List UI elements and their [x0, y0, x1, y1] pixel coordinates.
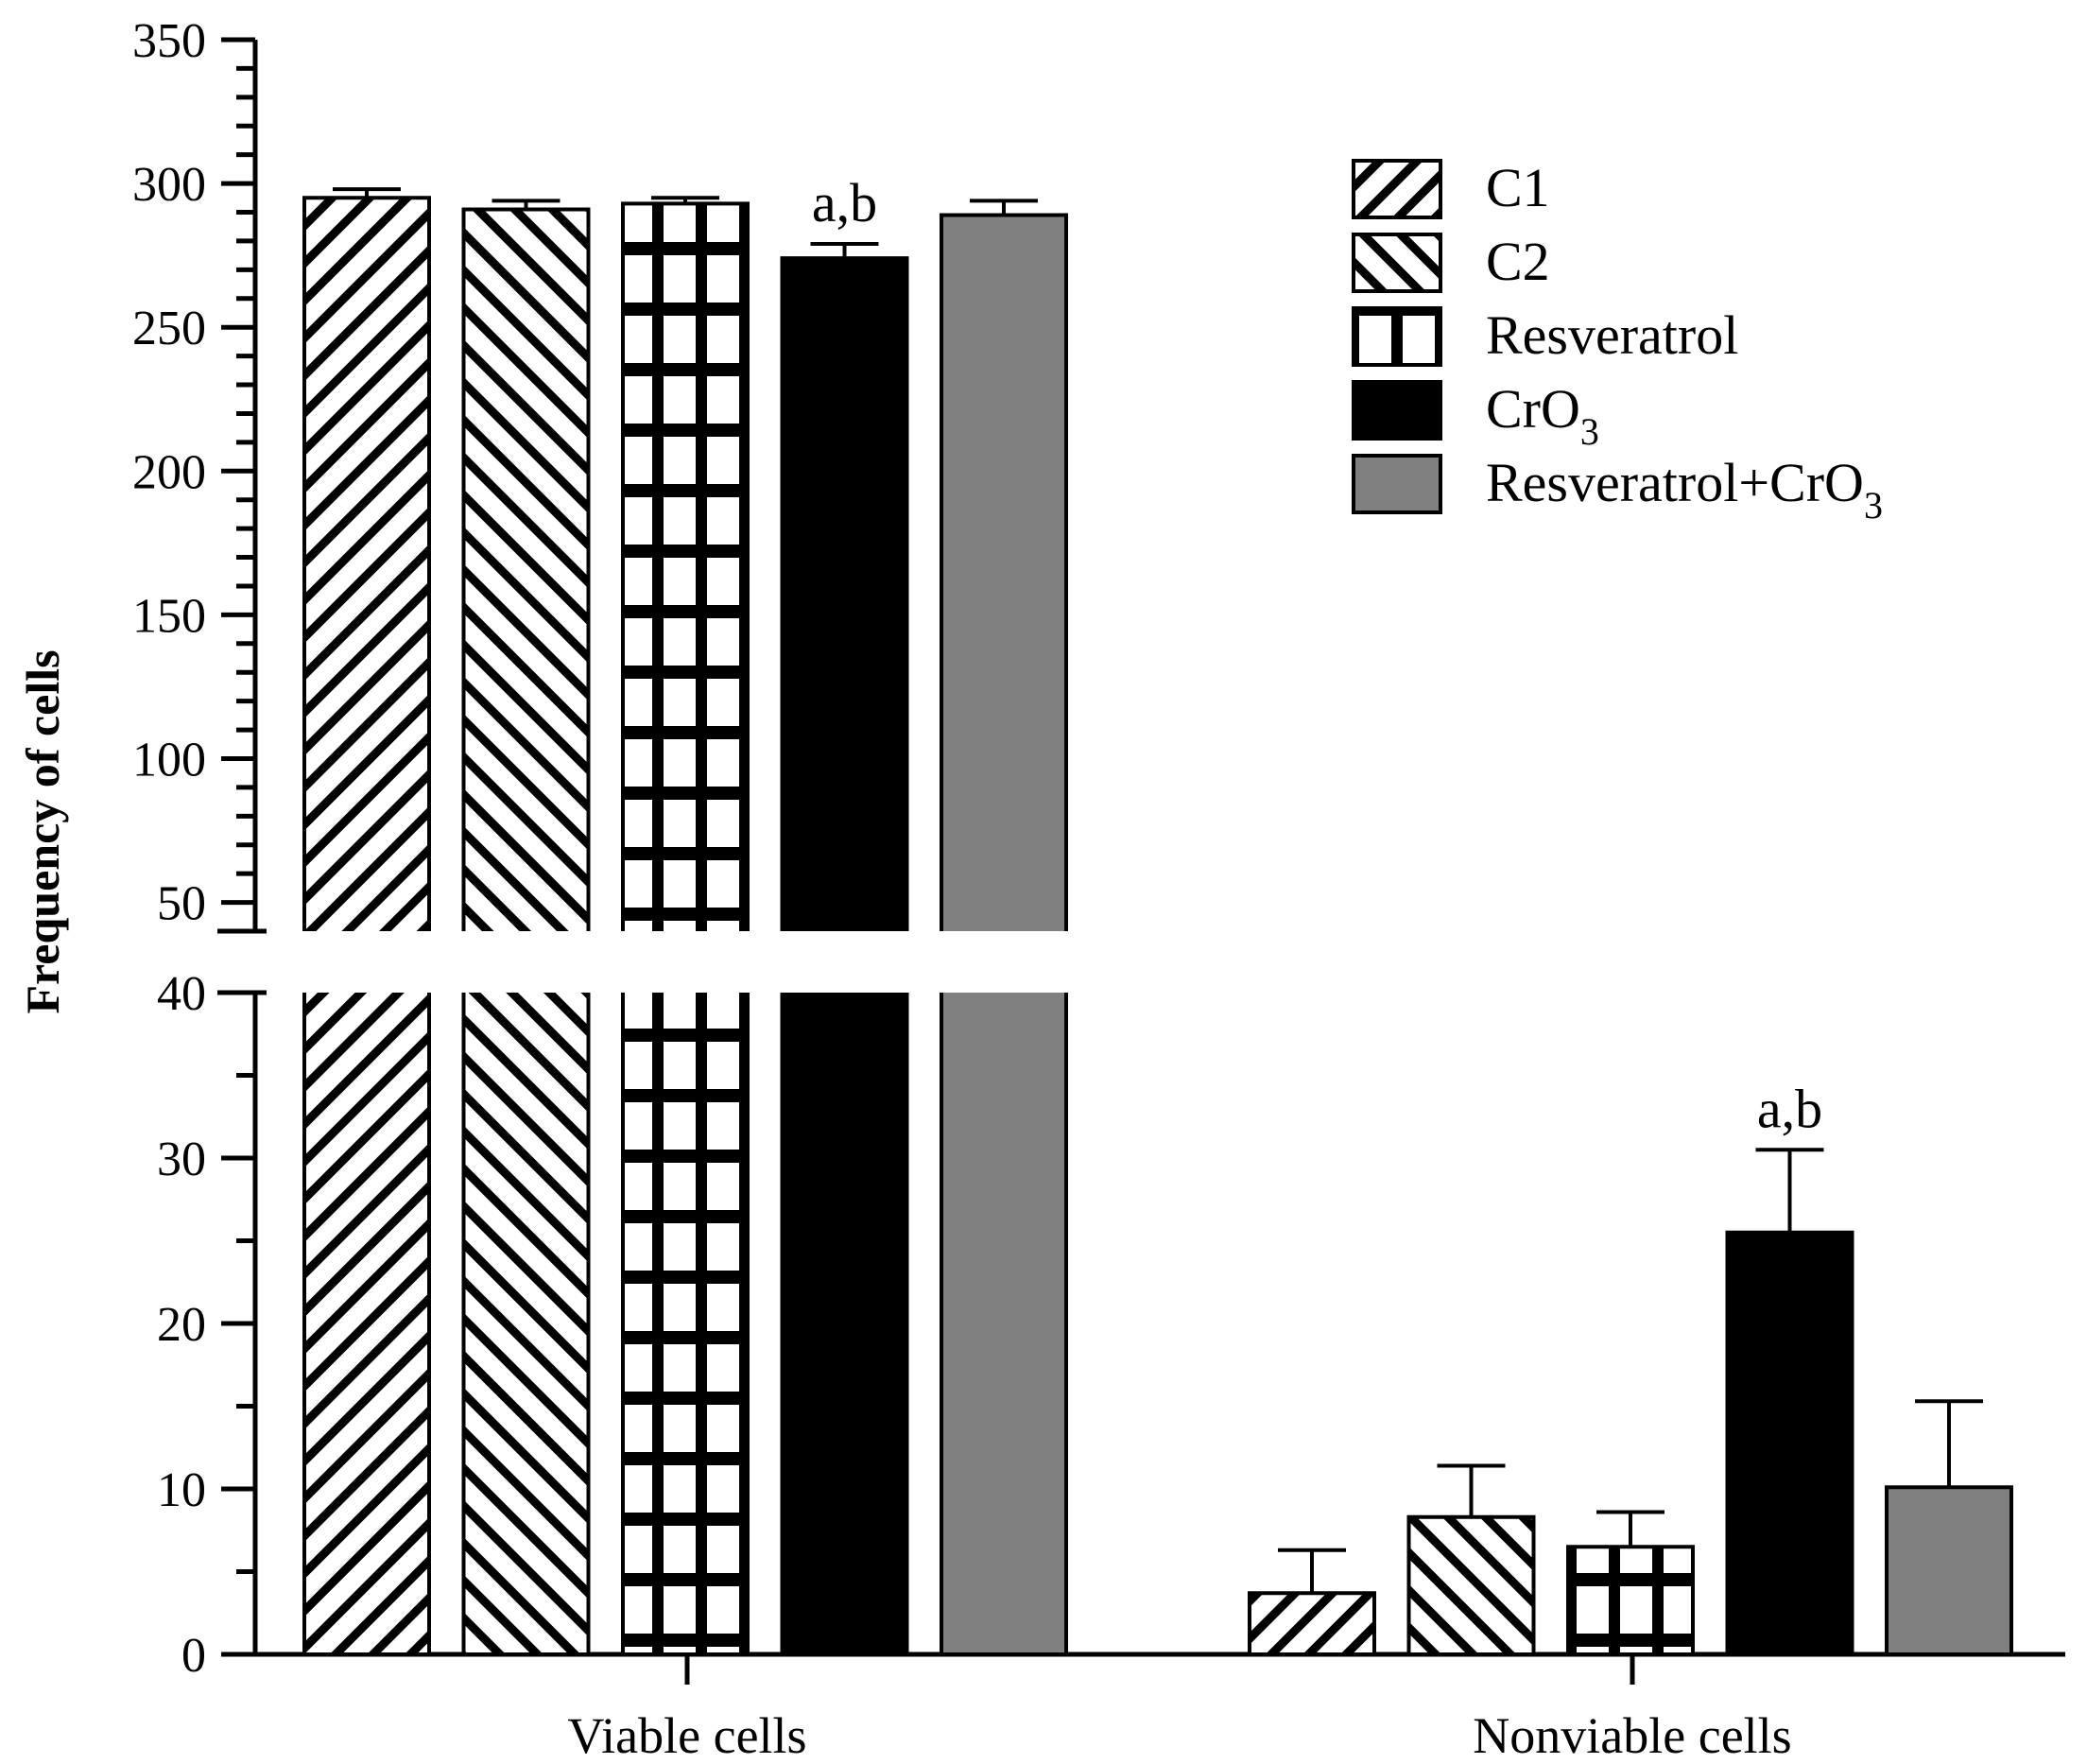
legend-label-text: Resveratrol+CrO — [1486, 452, 1864, 513]
y-tick-label: 150 — [132, 589, 206, 643]
bar-cro3-upper — [782, 258, 907, 931]
bar-c1-upper — [304, 198, 429, 931]
legend-label: Resveratrol — [1486, 304, 1738, 366]
significance-label: a,b — [1757, 1078, 1822, 1139]
bar-c1 — [1248, 1591, 1376, 1656]
y-tick-label: 10 — [157, 1463, 206, 1517]
legend-label-text: C1 — [1486, 157, 1550, 218]
bar-outline — [302, 993, 431, 1656]
bar-resveratrol — [1566, 1545, 1695, 1656]
legend-label: CrO3 — [1486, 378, 1599, 453]
legend-label-text: Resveratrol — [1486, 304, 1738, 366]
significance-label: a,b — [812, 172, 877, 233]
bar-resveratrol-lower — [623, 993, 748, 1654]
legend-swatch-cro3 — [1352, 380, 1442, 441]
legend-label: Resveratrol+CrO3 — [1486, 452, 1883, 527]
y-tick-label: 20 — [157, 1298, 206, 1352]
bars — [302, 187, 2013, 1656]
y-tick-label: 30 — [157, 1133, 206, 1186]
legend-label-text: C2 — [1486, 231, 1550, 292]
bar-outline — [621, 993, 750, 1656]
legend-swatch-c1 — [1352, 159, 1442, 219]
bar-outline — [780, 993, 909, 1656]
y-tick-label: 250 — [132, 302, 206, 355]
legend-label: C1 — [1486, 157, 1550, 218]
legend-label-subscript: 3 — [1580, 410, 1599, 453]
bar-outline — [461, 993, 591, 1656]
bar-cro3-lower — [782, 993, 907, 1654]
labels: 0 10 20 30 40 50 100 150 200 250 300 350 Frequency o… — [16, 14, 1822, 1764]
legend-label: C2 — [1486, 231, 1550, 292]
y-tick-label: 50 — [157, 877, 206, 931]
legend-swatch-c2 — [1352, 233, 1442, 293]
y-tick-label: 200 — [132, 445, 206, 499]
bar-outline — [940, 993, 1068, 1656]
y-tick-label: 350 — [132, 14, 206, 68]
y-tick-label: 0 — [181, 1629, 206, 1683]
legend-label-text: CrO — [1486, 378, 1580, 440]
bar-resveratrol-cro3-upper — [941, 215, 1066, 932]
bar-resveratrol-cro3 — [1885, 1485, 2013, 1656]
legend-label-subscript: 3 — [1864, 484, 1883, 527]
y-tick-label: 40 — [157, 967, 206, 1021]
y-axis-title: Frequency of cells — [16, 649, 69, 1013]
legend-swatch-resveratrol — [1352, 306, 1442, 367]
bar-c1-lower — [304, 993, 429, 1654]
bar-c2 — [1406, 1514, 1536, 1656]
x-category-label: Nonviable cells — [1473, 1707, 1791, 1764]
y-tick-label: 100 — [132, 733, 206, 787]
x-category-label: Viable cells — [567, 1707, 806, 1764]
bar-c2-lower — [463, 993, 589, 1654]
y-tick-label: 300 — [132, 158, 206, 212]
bar-c2-upper — [463, 209, 589, 932]
bar-resveratrol-upper — [623, 203, 748, 931]
bar-resveratrol-cro3-lower — [941, 993, 1066, 1654]
bar-cro3 — [1725, 1230, 1854, 1656]
legend-swatch-resveratrol-cro3 — [1352, 454, 1442, 514]
